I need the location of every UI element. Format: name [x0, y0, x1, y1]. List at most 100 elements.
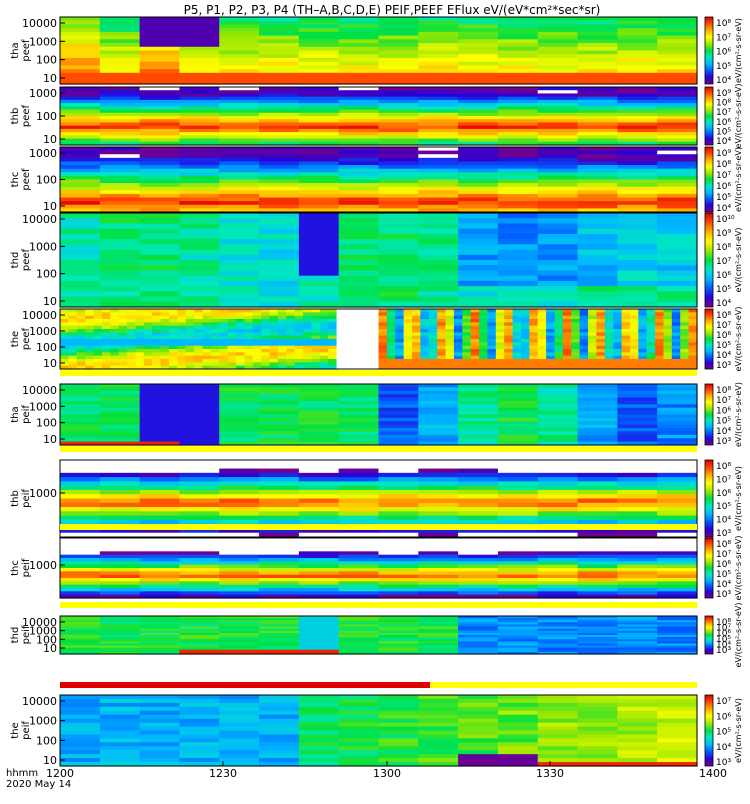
heatmap-cell	[194, 362, 204, 367]
heatmap-cell	[657, 754, 698, 759]
heatmap-cell	[60, 481, 101, 487]
heatmap-cell	[604, 342, 614, 347]
heatmap-cell	[621, 315, 631, 320]
heatmap-cell	[338, 404, 380, 409]
heatmap-cell	[577, 635, 618, 638]
heatmap-cell	[638, 345, 648, 350]
heatmap-cell	[657, 244, 698, 251]
heatmap-cell	[418, 244, 459, 251]
heatmap-cell	[60, 390, 101, 395]
heatmap-cell	[259, 43, 300, 48]
heatmap-cell	[617, 20, 658, 26]
heatmap-cell	[179, 138, 220, 143]
heatmap-cell	[418, 204, 459, 209]
heatmap-cell	[617, 76, 658, 81]
heatmap-cell	[537, 734, 579, 739]
heatmap-cell	[139, 489, 181, 495]
heatmap-cell	[338, 502, 380, 508]
heatmap-cell	[537, 349, 547, 353]
heatmap-cell	[118, 322, 128, 327]
heatmap-cell	[118, 345, 128, 350]
heatmap-cell	[219, 384, 260, 388]
heatmap-cell	[418, 260, 459, 266]
heatmap-cell	[512, 362, 522, 367]
heatmap-cell	[99, 628, 141, 632]
colorbar-tick-label: 10⁶	[716, 560, 731, 570]
heatmap-cell	[99, 204, 141, 209]
heatmap-cell	[617, 244, 658, 251]
heatmap-cell	[298, 141, 340, 146]
heatmap-cell	[338, 541, 380, 546]
heatmap-cell	[613, 312, 623, 317]
heatmap-cell	[252, 309, 262, 313]
heatmap-cell	[412, 349, 422, 353]
heatmap-cell	[99, 301, 141, 308]
heatmap-cell	[219, 485, 260, 491]
heatmap-cell	[378, 651, 419, 655]
heatmap-cell	[101, 365, 111, 370]
heatmap-cell	[336, 339, 346, 343]
heatmap-cell	[577, 515, 618, 521]
heatmap-cell	[179, 35, 220, 40]
heatmap-cell	[219, 359, 229, 363]
heatmap-cell	[259, 738, 300, 743]
heatmap-cell	[219, 407, 260, 412]
heatmap-cell	[671, 362, 681, 367]
heatmap-cell	[143, 362, 153, 367]
heatmap-cell	[613, 322, 623, 327]
heatmap-cell	[617, 594, 658, 599]
heatmap-cell	[497, 551, 539, 556]
heatmap-cell	[663, 332, 673, 337]
heatmap-cell	[139, 624, 181, 628]
heatmap-cell	[418, 544, 459, 549]
heatmap-cell	[495, 315, 505, 320]
y-tick-label: 10	[43, 642, 57, 655]
heatmap-cell	[68, 322, 78, 327]
heatmap-cell	[617, 507, 658, 512]
heatmap-cell	[139, 702, 181, 708]
heatmap-cell	[418, 630, 459, 634]
heatmap-cell	[177, 322, 187, 327]
heatmap-cell	[294, 355, 304, 360]
heatmap-cell	[403, 352, 413, 357]
heatmap-cell	[617, 541, 658, 546]
heatmap-cell	[378, 417, 419, 422]
heatmap-cell	[127, 359, 137, 363]
heatmap-cell	[298, 622, 340, 626]
heatmap-cell	[497, 645, 539, 649]
heatmap-cell	[219, 309, 229, 313]
heatmap-cell	[139, 714, 181, 720]
heatmap-cell	[168, 325, 178, 330]
heatmap-cell	[259, 208, 300, 213]
heatmap-cell	[546, 352, 556, 357]
heatmap-cell	[497, 548, 539, 552]
heatmap-cell	[179, 122, 220, 127]
heatmap-cell	[338, 754, 380, 759]
heatmap-cell	[338, 746, 380, 751]
heatmap-cell	[338, 532, 380, 538]
heatmap-cell	[259, 165, 300, 170]
heatmap-cell	[470, 355, 480, 360]
heatmap-cell	[537, 186, 579, 191]
heatmap-cell	[588, 309, 598, 313]
heatmap-cell	[577, 270, 618, 277]
heatmap-cell	[219, 112, 260, 117]
heatmap-cell	[259, 46, 300, 52]
heatmap-cell	[657, 35, 698, 40]
heatmap-cell	[319, 319, 329, 323]
heatmap-cell	[458, 628, 499, 632]
heatmap-cell	[259, 24, 300, 29]
heatmap-cell	[179, 99, 220, 104]
heatmap-cell	[378, 319, 388, 323]
heatmap-cell	[179, 106, 220, 111]
heatmap-cell	[638, 332, 648, 337]
heatmap-cell	[298, 193, 340, 199]
heatmap-cell	[338, 702, 380, 708]
heatmap-cell	[497, 93, 539, 98]
heatmap-cell	[403, 312, 413, 317]
heatmap-cell	[338, 218, 380, 225]
heatmap-cell	[179, 460, 220, 465]
heatmap-cell	[497, 584, 539, 589]
heatmap-cell	[353, 332, 363, 337]
colorbar-tick-label: 10⁹	[716, 89, 731, 99]
